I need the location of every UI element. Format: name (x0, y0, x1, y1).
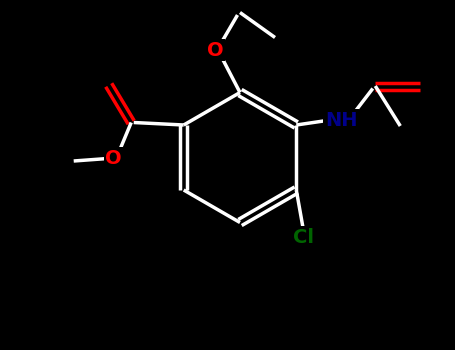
Text: O: O (207, 41, 223, 60)
Text: Cl: Cl (293, 228, 314, 247)
Text: NH: NH (325, 111, 358, 130)
Text: O: O (106, 149, 122, 168)
